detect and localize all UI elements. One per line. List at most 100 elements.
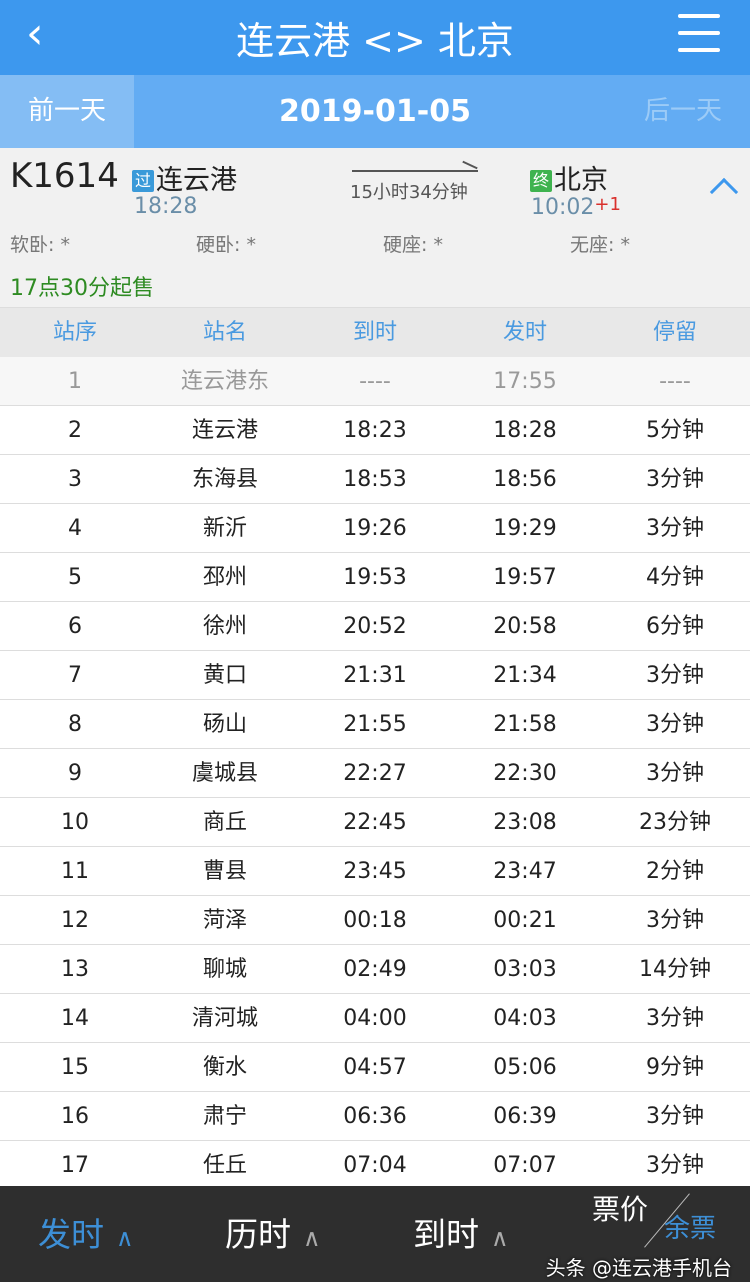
table-row[interactable]: 9 虞城县 22:27 22:30 3分钟: [0, 749, 750, 798]
cell-stop: 3分钟: [646, 516, 704, 541]
cell-seq: 12: [61, 908, 89, 933]
seat-hard-sleeper: 硬卧: *: [196, 234, 256, 256]
seat-hard-seat: 硬座: *: [383, 234, 443, 256]
to-station: 北京: [554, 165, 608, 196]
collapse-chevron-up-icon[interactable]: [709, 177, 739, 207]
cell-seq: 7: [68, 663, 82, 688]
cell-seq: 15: [61, 1055, 89, 1080]
cell-arrive: 04:00: [343, 1006, 407, 1031]
table-header: 站序 站名 到时 发时 停留: [0, 308, 750, 357]
cell-arrive: 19:26: [343, 516, 407, 541]
prev-day-button[interactable]: 前一天: [0, 75, 134, 148]
cell-stop: 3分钟: [646, 663, 704, 688]
day-offset: +1: [594, 194, 621, 215]
sale-time: 17点30分起售: [10, 276, 154, 301]
sort-duration-button[interactable]: 历时 ∧: [225, 1208, 321, 1256]
table-row[interactable]: 13 聊城 02:49 03:03 14分钟: [0, 945, 750, 994]
table-row[interactable]: 5 邳州 19:53 19:57 4分钟: [0, 553, 750, 602]
cell-arrive: 21:55: [343, 712, 407, 737]
cell-arrive: 00:18: [343, 908, 407, 933]
table-row[interactable]: 3 东海县 18:53 18:56 3分钟: [0, 455, 750, 504]
cell-stop: 6分钟: [646, 614, 704, 639]
cell-depart: 23:08: [493, 810, 557, 835]
table-row[interactable]: 17 任丘 07:04 07:07 3分钟: [0, 1141, 750, 1190]
sort-arrive-label: 到时: [413, 1215, 479, 1254]
page-title: 连云港 <> 北京: [236, 19, 514, 63]
table-row[interactable]: 10 商丘 22:45 23:08 23分钟: [0, 798, 750, 847]
cell-station: 邳州: [202, 565, 247, 590]
cell-arrive: 22:45: [343, 810, 407, 835]
current-date: 2019-01-05: [279, 94, 471, 129]
table-row[interactable]: 8 砀山 21:55 21:58 3分钟: [0, 700, 750, 749]
remaining-toggle[interactable]: 余票: [664, 1214, 717, 1244]
cell-depart: 21:34: [493, 663, 557, 688]
duration: 15小时34分钟: [350, 182, 468, 203]
cell-seq: 9: [68, 761, 82, 786]
caret-up-icon: ∧: [116, 1224, 134, 1252]
pass-badge: 过: [132, 170, 154, 192]
sort-depart-label: 发时: [38, 1215, 104, 1254]
cell-stop: ----: [659, 369, 691, 394]
cell-stop: 3分钟: [646, 1104, 704, 1129]
cell-arrive: 19:53: [343, 565, 407, 590]
table-row[interactable]: 16 肃宁 06:36 06:39 3分钟: [0, 1092, 750, 1141]
seat-standing: 无座: *: [570, 234, 630, 256]
nav-bar: ‹ 连云港 <> 北京: [0, 0, 750, 75]
cell-station: 连云港东: [180, 369, 269, 394]
cell-seq: 4: [68, 516, 82, 541]
cell-seq: 1: [68, 369, 82, 394]
price-toggle[interactable]: 票价: [592, 1193, 649, 1226]
cell-seq: 11: [61, 859, 89, 884]
cell-station: 东海县: [191, 467, 258, 492]
cell-station: 黄口: [202, 663, 247, 688]
table-row[interactable]: 2 连云港 18:23 18:28 5分钟: [0, 406, 750, 455]
sort-arrive-button[interactable]: 到时 ∧: [413, 1208, 509, 1256]
table-row[interactable]: 4 新沂 19:26 19:29 3分钟: [0, 504, 750, 553]
cell-station: 肃宁: [202, 1104, 247, 1129]
table-row[interactable]: 11 曹县 23:45 23:47 2分钟: [0, 847, 750, 896]
cell-depart: 06:39: [493, 1104, 557, 1129]
table-row[interactable]: 6 徐州 20:52 20:58 6分钟: [0, 602, 750, 651]
cell-stop: 2分钟: [646, 859, 704, 884]
cell-stop: 3分钟: [646, 467, 704, 492]
cell-seq: 13: [61, 957, 89, 982]
cell-seq: 17: [61, 1153, 89, 1178]
sort-depart-button[interactable]: 发时 ∧: [38, 1208, 134, 1256]
col-stop: 停留: [652, 320, 697, 345]
cell-seq: 10: [61, 810, 89, 835]
cell-station: 砀山: [202, 712, 247, 737]
sort-duration-label: 历时: [225, 1215, 291, 1254]
cell-depart: 18:28: [493, 418, 557, 443]
cell-depart: 20:58: [493, 614, 557, 639]
cell-depart: 17:55: [493, 369, 557, 394]
seat-soft-sleeper: 软卧: *: [10, 234, 70, 256]
table-row[interactable]: 14 清河城 04:00 04:03 3分钟: [0, 994, 750, 1043]
arrow-head-icon: [462, 160, 478, 170]
cell-depart: 18:56: [493, 467, 557, 492]
cell-station: 曹县: [202, 859, 247, 884]
cell-depart: 00:21: [493, 908, 557, 933]
cell-arrive: 07:04: [343, 1153, 407, 1178]
table-row[interactable]: 15 衡水 04:57 05:06 9分钟: [0, 1043, 750, 1092]
table-row[interactable]: 1 连云港东 ---- 17:55 ----: [0, 357, 750, 406]
next-day-button[interactable]: 后一天: [643, 96, 722, 126]
cell-seq: 3: [68, 467, 82, 492]
cell-depart: 22:30: [493, 761, 557, 786]
arrow-icon: [352, 170, 478, 172]
list-menu-icon[interactable]: [678, 14, 720, 54]
cell-arrive: ----: [359, 369, 391, 394]
date-bar: 前一天 2019-01-05 后一天: [0, 75, 750, 148]
cell-arrive: 04:57: [343, 1055, 407, 1080]
cell-arrive: 21:31: [343, 663, 407, 688]
cell-station: 菏泽: [202, 908, 247, 933]
table-row[interactable]: 12 菏泽 00:18 00:21 3分钟: [0, 896, 750, 945]
cell-stop: 23分钟: [639, 810, 711, 835]
cell-station: 衡水: [202, 1055, 247, 1080]
back-button[interactable]: ‹: [26, 8, 44, 59]
cell-arrive: 18:23: [343, 418, 407, 443]
cell-seq: 2: [68, 418, 82, 443]
cell-depart: 19:57: [493, 565, 557, 590]
cell-station: 清河城: [191, 1006, 258, 1031]
cell-arrive: 23:45: [343, 859, 407, 884]
table-row[interactable]: 7 黄口 21:31 21:34 3分钟: [0, 651, 750, 700]
